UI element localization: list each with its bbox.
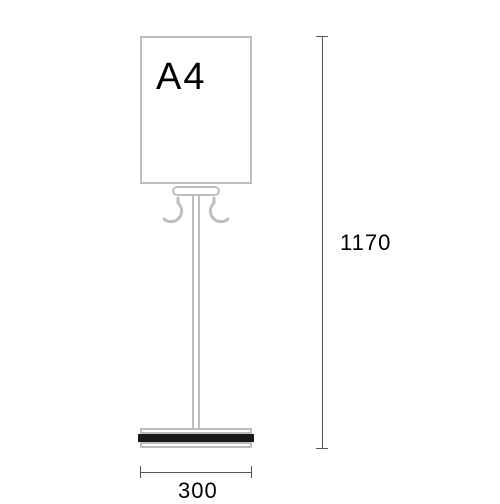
sign-stand-diagram: A4 1170 300 [0, 0, 500, 500]
base-plate-mid [138, 434, 254, 442]
dim-height-tick-top [316, 36, 328, 37]
pole [192, 196, 200, 428]
dim-width-value: 300 [178, 478, 218, 504]
hook-left [160, 197, 184, 227]
panel-connector [172, 186, 220, 196]
dim-height-line [322, 36, 323, 448]
dim-height-value: 1170 [340, 230, 391, 256]
panel-size-label: A4 [156, 56, 206, 99]
base-plate-bottom [140, 442, 252, 448]
sign-panel: A4 [140, 36, 252, 184]
hook-right [208, 197, 232, 227]
dim-width-tick-left [140, 466, 141, 478]
dim-height-tick-bottom [316, 448, 328, 449]
dim-width-tick-right [251, 466, 252, 478]
dim-width-line [140, 472, 252, 473]
